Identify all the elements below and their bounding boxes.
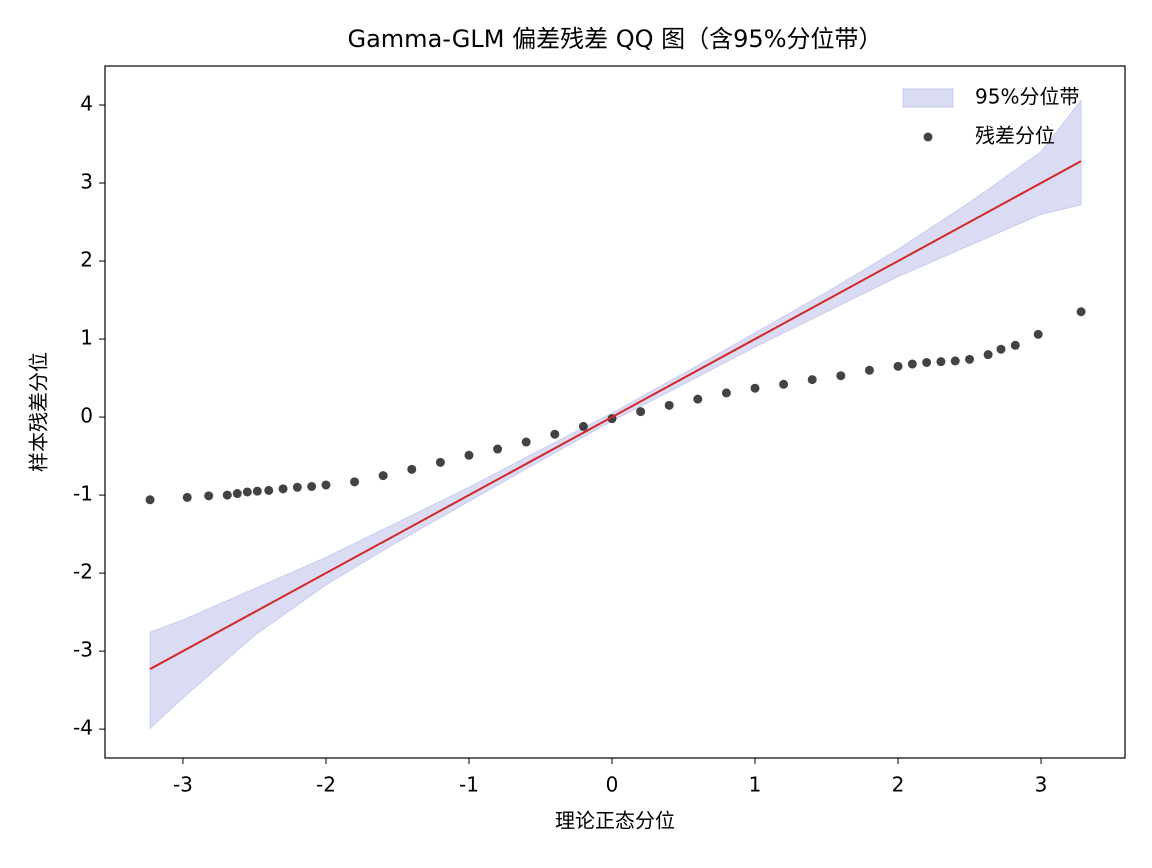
y-tick-label: -4 <box>73 716 93 740</box>
residual-point <box>965 354 975 364</box>
residual-point <box>222 490 232 500</box>
x-tick-label: 3 <box>1035 773 1048 797</box>
residual-point <box>922 357 932 367</box>
residual-point <box>907 359 917 369</box>
residual-point <box>521 437 531 447</box>
residual-point <box>664 400 674 410</box>
residual-point <box>350 477 360 487</box>
residual-point <box>983 350 993 360</box>
residual-point <box>307 482 317 492</box>
residual-point <box>182 492 192 502</box>
x-tick-label: -2 <box>316 773 336 797</box>
residual-point <box>1076 307 1086 317</box>
residual-point <box>378 471 388 481</box>
legend-label: 残差分位 <box>975 124 1055 148</box>
residual-point <box>252 486 262 496</box>
residual-point <box>1010 340 1020 350</box>
residual-point <box>578 421 588 431</box>
y-tick-label: -2 <box>73 560 93 584</box>
y-tick-label: -3 <box>73 638 93 662</box>
residual-point <box>996 344 1006 354</box>
residual-point <box>321 480 331 490</box>
x-tick-label: 2 <box>892 773 905 797</box>
residual-point <box>779 379 789 389</box>
residual-point <box>407 464 417 474</box>
x-tick-label: 1 <box>749 773 762 797</box>
y-tick-label: 1 <box>80 326 93 350</box>
legend-marker <box>923 132 933 142</box>
residual-point <box>836 371 846 381</box>
residual-point <box>278 484 288 494</box>
residual-point <box>893 361 903 371</box>
plot-frame <box>104 65 1126 759</box>
residual-point <box>950 356 960 366</box>
residual-point <box>292 482 302 492</box>
residual-point <box>145 495 155 505</box>
x-axis-label: 理论正态分位 <box>555 809 675 833</box>
y-axis-label: 样本残差分位 <box>27 352 51 472</box>
y-tick-label: 0 <box>80 404 93 428</box>
y-tick-label: 4 <box>80 92 93 116</box>
reference-line <box>149 160 1082 670</box>
residual-point <box>1033 329 1043 339</box>
residual-point <box>435 457 445 467</box>
residual-point <box>636 407 646 417</box>
residual-point <box>493 444 503 454</box>
residual-point <box>936 357 946 367</box>
residual-point <box>264 485 274 495</box>
residual-point <box>232 489 242 499</box>
residual-point <box>204 491 214 501</box>
x-tick-label: -1 <box>459 773 479 797</box>
residual-point <box>550 429 560 439</box>
residual-point <box>693 394 703 404</box>
chart-title: Gamma-GLM 偏差残差 QQ 图（含95%分位带） <box>348 25 883 53</box>
residual-point <box>750 383 760 393</box>
x-tick-label: 0 <box>606 773 619 797</box>
residual-point <box>464 450 474 460</box>
residual-point <box>864 365 874 375</box>
x-tick-label: -3 <box>173 773 193 797</box>
residual-point <box>242 487 252 497</box>
legend-label: 95%分位带 <box>975 85 1079 109</box>
y-tick-label: 2 <box>80 248 93 272</box>
legend-swatch <box>902 88 954 108</box>
residual-point <box>807 375 817 385</box>
y-tick-label: 3 <box>80 170 93 194</box>
residual-point <box>721 388 731 398</box>
y-tick-label: -1 <box>73 482 93 506</box>
